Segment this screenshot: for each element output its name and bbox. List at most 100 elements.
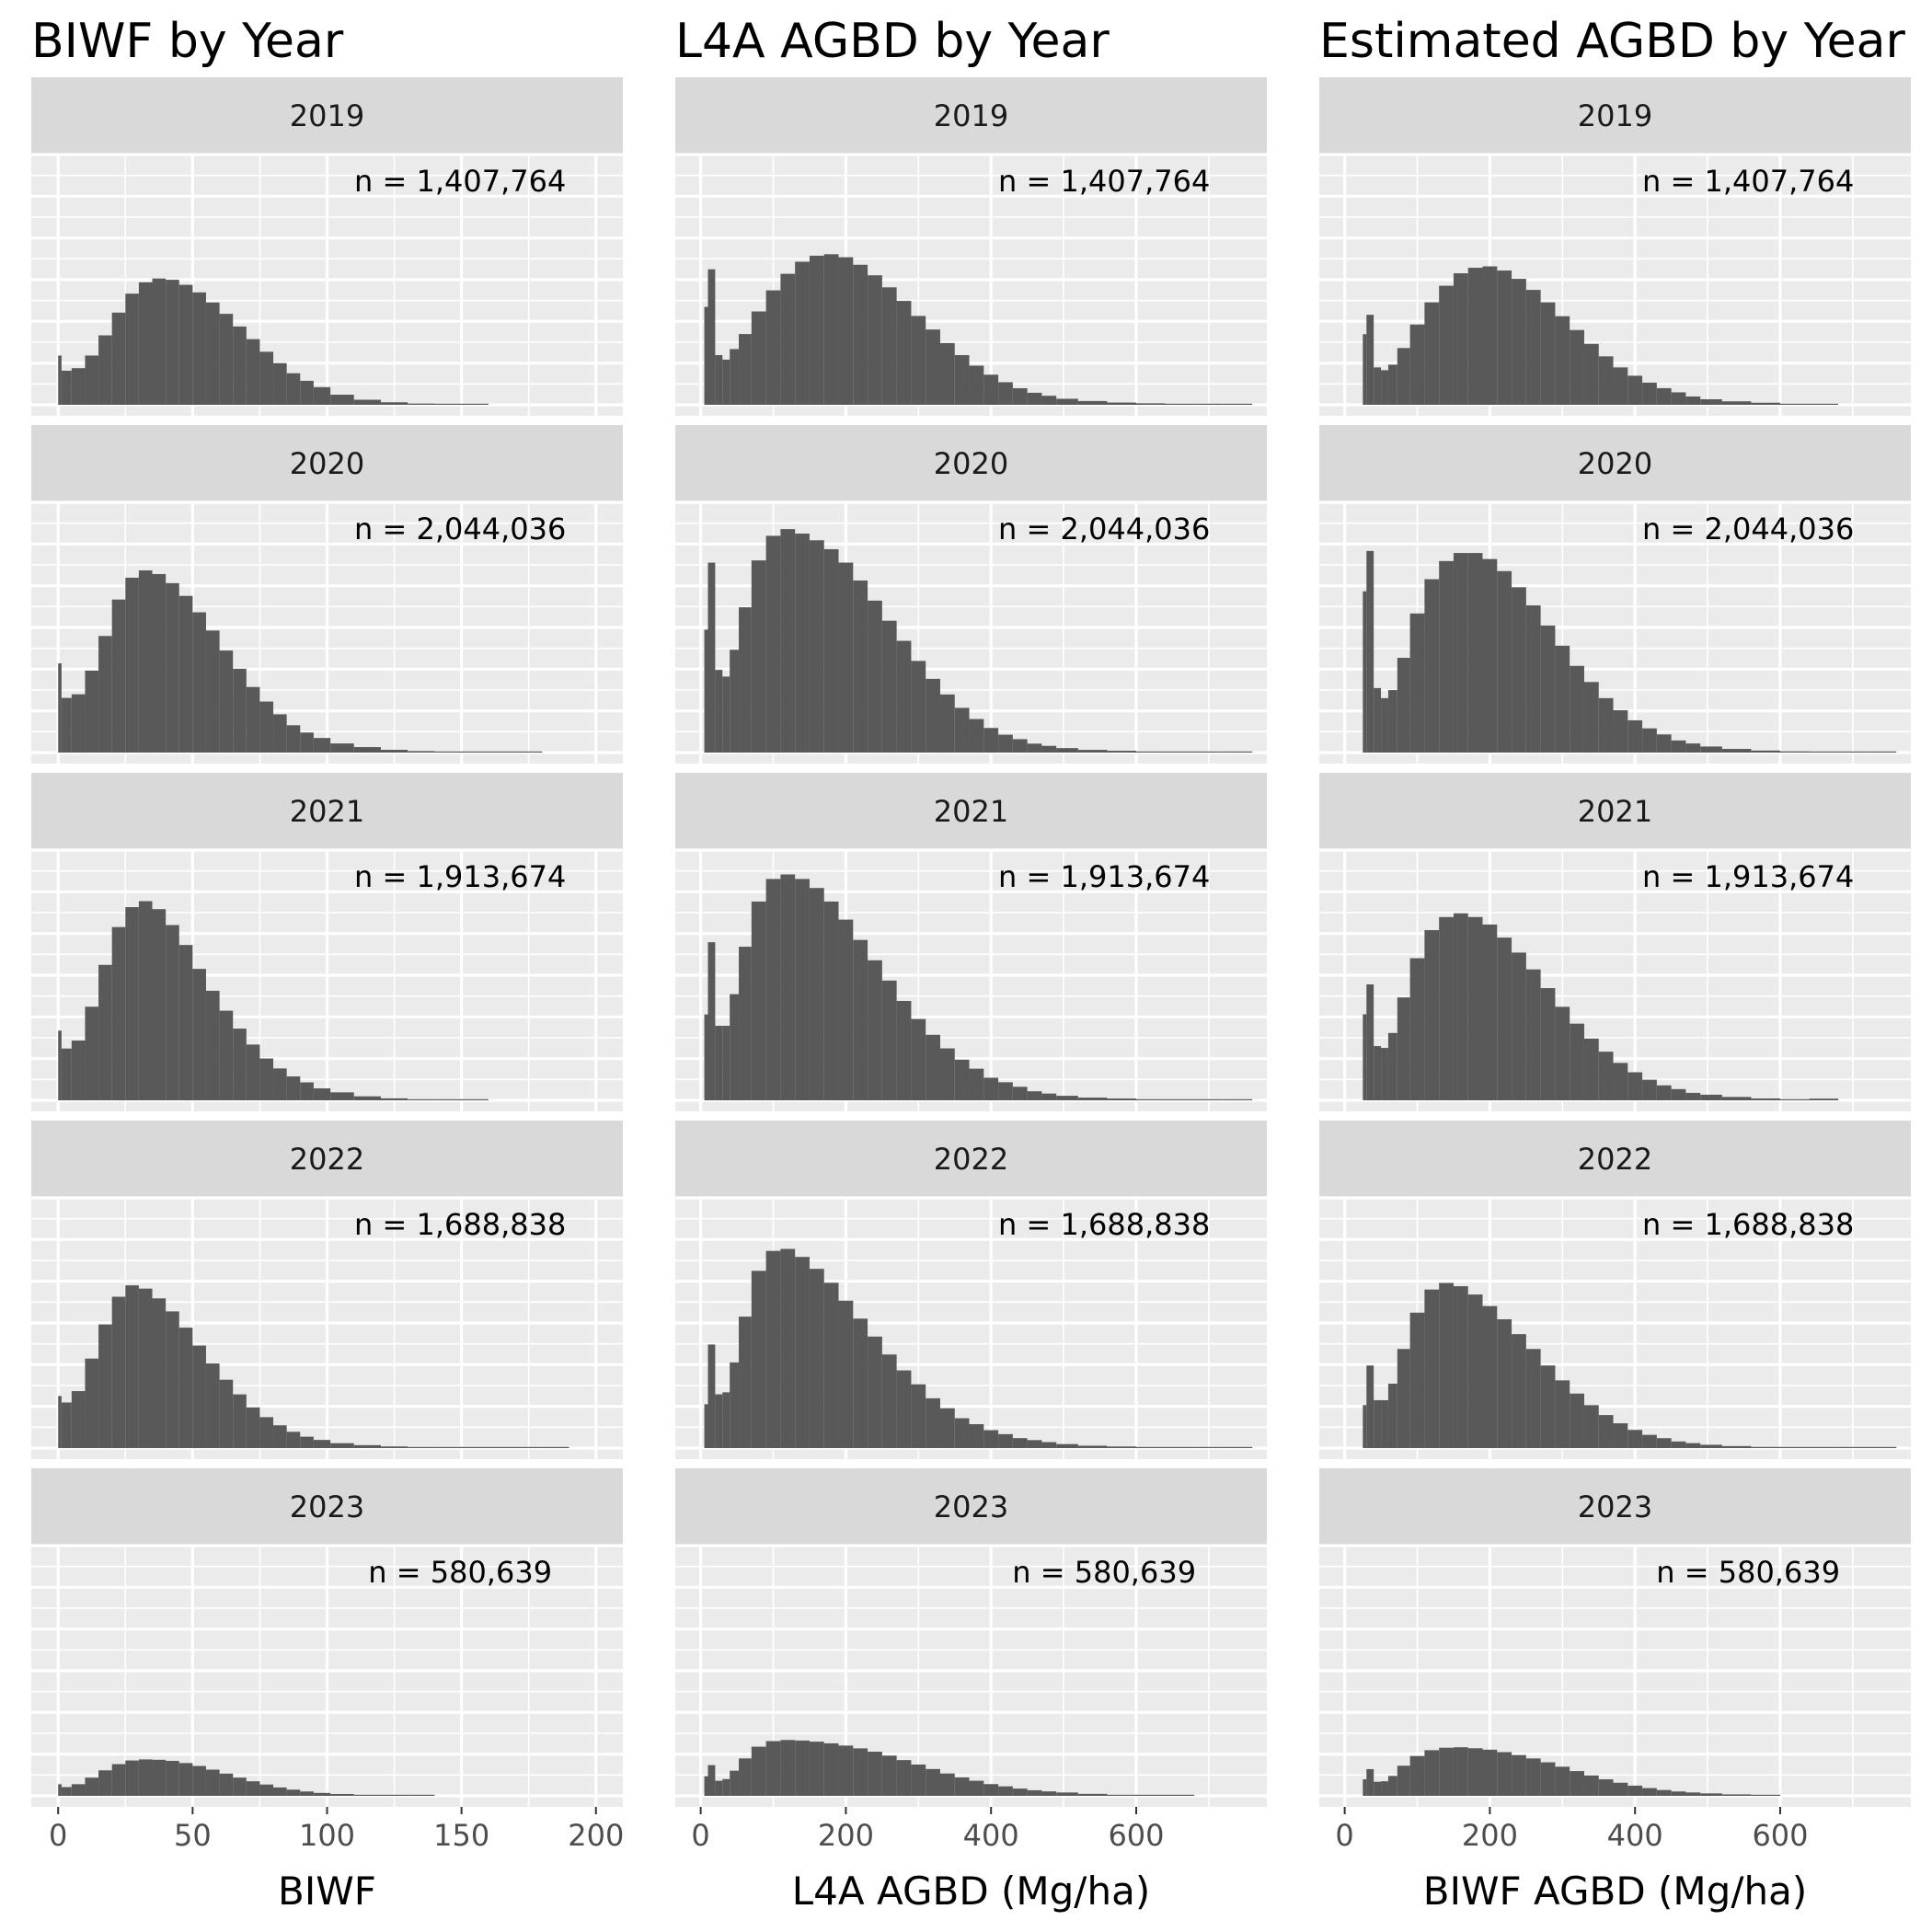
histogram-bar [1570, 1771, 1584, 1796]
histogram-bar [954, 1418, 970, 1448]
histogram-bar [868, 1752, 882, 1796]
histogram-bar [739, 1317, 752, 1448]
histogram-bar [707, 942, 716, 1100]
histogram-bar [138, 282, 153, 405]
histogram-bar [58, 1784, 62, 1796]
histogram-bar [286, 1789, 301, 1796]
histogram-bar [1223, 1446, 1253, 1448]
histogram-bar [178, 1328, 193, 1448]
histogram-bar [125, 293, 139, 405]
sample-size-annotation: n = 2,044,036 [354, 512, 566, 546]
histogram-bar [1012, 387, 1028, 405]
histogram-bar [780, 874, 796, 1100]
histogram-bar [1656, 734, 1672, 753]
histogram-bar [166, 1311, 179, 1448]
histogram-bar [273, 1068, 287, 1100]
histogram-bar [98, 636, 112, 753]
histogram-bar [1656, 387, 1672, 405]
histogram-bar [205, 1363, 220, 1448]
histogram-bar [1381, 1781, 1388, 1796]
facet-strip-label: 2022 [1578, 1142, 1652, 1177]
histogram-bar [1671, 1791, 1686, 1796]
facet-strip [1319, 1121, 1911, 1198]
histogram-bar [707, 1344, 716, 1448]
histogram-bar [1366, 1768, 1374, 1796]
histogram-bar [751, 1746, 766, 1796]
histogram-bar [1027, 1091, 1042, 1100]
histogram-bar [1555, 316, 1570, 405]
histogram-bar [1685, 396, 1701, 405]
histogram-bar [704, 1014, 708, 1100]
histogram-bar [111, 1764, 126, 1796]
histogram-bar [809, 888, 824, 1100]
histogram-bar [233, 326, 247, 405]
facet-panel-2021: 2021 n = 1,913,674 [675, 773, 1267, 1111]
histogram-bar [1409, 613, 1425, 753]
histogram-bar [896, 301, 912, 405]
histogram-bar [1409, 1312, 1425, 1448]
histogram-bar [1583, 1775, 1599, 1796]
histogram-bar [1374, 1046, 1382, 1100]
histogram-bar [98, 1770, 112, 1796]
histogram-bar [233, 1777, 247, 1796]
histogram-bar [998, 382, 1013, 405]
histogram-bar [780, 1740, 796, 1796]
histogram-bar [434, 1446, 462, 1448]
histogram-bar [1721, 1445, 1752, 1448]
histogram-bar [273, 1787, 287, 1796]
histogram-bar [233, 1029, 247, 1100]
histogram-bar [1012, 1788, 1028, 1796]
x-tick-label: 400 [963, 1818, 1019, 1853]
histogram-bar [1453, 913, 1468, 1100]
histogram-bar [85, 670, 99, 753]
histogram-bar [1685, 1092, 1701, 1100]
histogram-bar [1482, 924, 1498, 1100]
histogram-bar [152, 1759, 167, 1796]
histogram-bar [434, 1098, 462, 1100]
facet-strip-label: 2019 [1578, 98, 1652, 133]
histogram-bar [1363, 334, 1367, 405]
histogram-bar [61, 1787, 72, 1796]
histogram-bar [704, 306, 708, 405]
facet-panel-2022: 2022 n = 1,688,838 [1319, 1121, 1911, 1459]
histogram-bar [192, 292, 206, 405]
histogram-bar [246, 1407, 260, 1448]
histogram-bar [152, 573, 167, 753]
histogram-bar [313, 1440, 331, 1448]
x-tick-label: 600 [1108, 1818, 1164, 1853]
histogram-bar [926, 1397, 940, 1448]
histogram-bar [983, 1077, 999, 1100]
histogram-bar [166, 925, 179, 1100]
histogram-bar [1583, 682, 1599, 753]
histogram-bar [1583, 1405, 1599, 1448]
histogram-bar [313, 386, 331, 405]
histogram-bar [300, 732, 314, 753]
histogram-bar [192, 969, 206, 1100]
histogram-bar [192, 612, 206, 753]
histogram-bar [751, 560, 766, 753]
histogram-bar [809, 1742, 824, 1796]
histogram-bar [1671, 1441, 1686, 1448]
histogram-bar [111, 599, 126, 753]
histogram-bar [739, 607, 752, 753]
histogram-bar [300, 380, 314, 405]
histogram-bar [1467, 268, 1483, 405]
x-tick-label: 0 [691, 1818, 709, 1853]
histogram-bar [1366, 550, 1374, 753]
histogram-bar [61, 1402, 72, 1448]
histogram-bar [926, 329, 940, 405]
histogram-bar [1041, 1442, 1057, 1448]
histogram-bar [1779, 1446, 1810, 1448]
histogram-bar [71, 694, 86, 753]
sample-size-annotation: n = 580,639 [1012, 1555, 1196, 1590]
histogram-bar [823, 901, 839, 1100]
x-axis-title: BIWF AGBD (Mg/ha) [1423, 1869, 1807, 1914]
histogram-bar [330, 1794, 354, 1796]
histogram-bar [85, 355, 99, 405]
histogram-bar [300, 1082, 314, 1100]
histogram-bar [85, 1358, 99, 1448]
histogram-bar [233, 668, 247, 753]
histogram-bar [434, 751, 462, 753]
histogram-bar [704, 629, 708, 753]
